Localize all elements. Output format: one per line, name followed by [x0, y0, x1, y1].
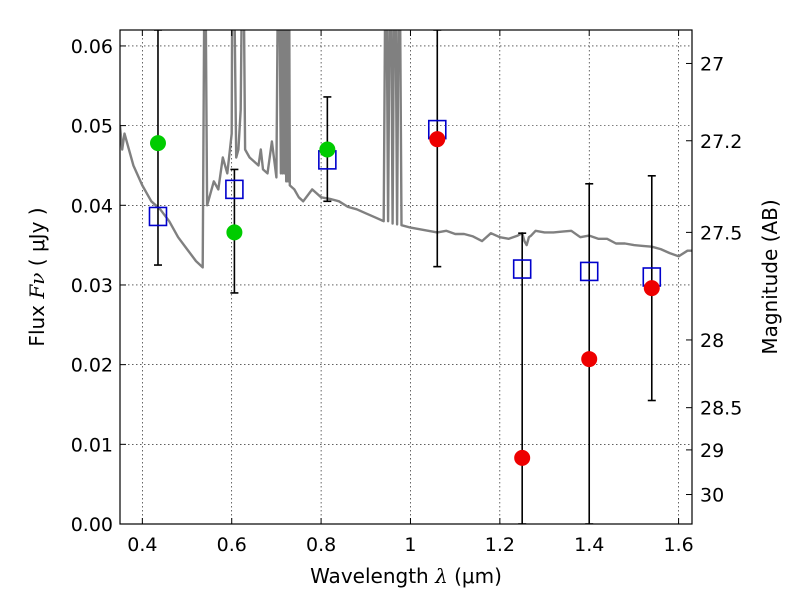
model-photometry-square: [225, 179, 244, 200]
right-tick-label: 27.5: [700, 222, 742, 244]
model-spectrum-layer: [120, 30, 692, 269]
model-photometry-square: [148, 206, 168, 227]
x-tick-label: 0.4: [127, 534, 157, 556]
y-axis-label-unit: ( μJy ): [25, 207, 49, 266]
ticks: 0.4 0.6 0.8 1 1.2 1.4 1.6 0.00 0.01 0.02 0.03 0.04 0…: [71, 30, 742, 556]
y-tick-label: 0.05: [71, 116, 113, 138]
right-tick-label: 27.2: [700, 131, 742, 153]
x-tick-label: 1: [404, 534, 416, 556]
right-axis-label: Magnitude (AB): [758, 199, 782, 354]
right-tick-label: 29: [700, 440, 724, 462]
x-tick-label: 1.2: [485, 534, 515, 556]
x-tick-label: 0.6: [217, 534, 247, 556]
plot-frame: [119, 29, 693, 525]
right-tick-label: 30: [700, 485, 724, 507]
y-tick-label: 0.03: [71, 275, 113, 297]
y-tick-label: 0.06: [71, 36, 113, 58]
right-tick-label: 28: [700, 330, 724, 352]
y-tick-label: 0.00: [71, 514, 113, 536]
flux-point: [149, 135, 166, 152]
flux-point: [514, 449, 531, 466]
x-axis-label-symbol: λ: [434, 564, 448, 588]
flux-point: [429, 131, 446, 148]
y-tick-label: 0.04: [71, 195, 113, 217]
model-photometry-square: [512, 259, 532, 279]
flux-point: [581, 351, 598, 368]
plot-background: [120, 30, 692, 524]
x-axis-label-unit: (μm): [454, 564, 502, 588]
model-spectrum-line: [120, 30, 692, 269]
right-tick-label: 28.5: [700, 398, 742, 420]
right-tick-label: 27: [700, 53, 724, 75]
x-tick-label: 0.8: [306, 534, 336, 556]
flux-point: [319, 141, 336, 158]
y-tick-label: 0.02: [71, 355, 113, 377]
y-axis-label-text: Flux: [25, 305, 49, 347]
flux-point: [643, 280, 660, 297]
x-tick-label: 1.4: [574, 534, 604, 556]
y-axis-label-symbol: Fν: [25, 273, 49, 300]
x-axis-label: Wavelength λ (μm): [310, 564, 502, 588]
x-axis-label-text: Wavelength: [310, 564, 429, 588]
marker-layer: [148, 119, 662, 466]
x-tick-label: 1.6: [663, 534, 693, 556]
flux-point: [226, 224, 243, 241]
y-axis-label: Flux Fν ( μJy ): [25, 207, 49, 346]
y-tick-label: 0.01: [71, 434, 113, 456]
model-photometry-square: [579, 261, 599, 282]
